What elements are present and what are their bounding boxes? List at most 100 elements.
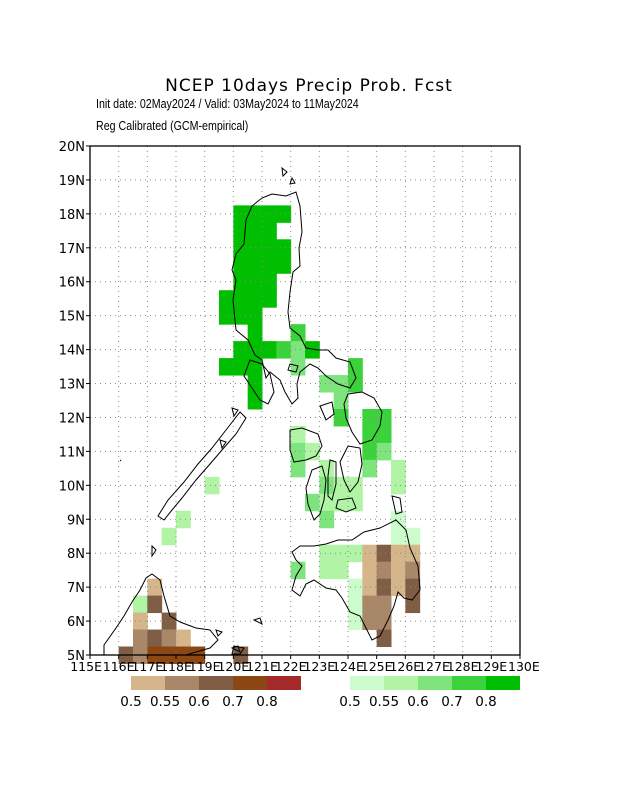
cell-above-normal xyxy=(204,476,220,495)
coastline-luzon xyxy=(231,191,357,405)
cell-below-normal xyxy=(376,612,392,631)
cell-above-normal xyxy=(233,290,249,308)
lat-label: 10N xyxy=(59,479,85,494)
cell-above-normal xyxy=(391,527,406,546)
lon-label: 117E xyxy=(131,659,163,674)
coastline-borneo xyxy=(103,573,219,656)
cell-above-normal xyxy=(391,476,406,495)
cell-above-normal xyxy=(333,375,349,393)
lat-label: 13N xyxy=(59,378,85,393)
cell-below-normal xyxy=(362,544,378,563)
lat-label: 9N xyxy=(67,513,85,528)
legend-above-normal-label: 0.7 xyxy=(441,694,462,710)
cell-below-normal xyxy=(376,561,392,580)
legend-above-normal-swatch xyxy=(486,676,520,690)
cell-above-normal xyxy=(262,256,277,274)
cell-below-normal xyxy=(362,595,378,614)
legend-above-normal-swatch xyxy=(350,676,384,690)
cell-above-normal xyxy=(319,375,335,393)
coastline-mindanao xyxy=(291,519,421,641)
cell-above-normal xyxy=(362,459,378,478)
legend-below-normal-swatch xyxy=(131,676,165,690)
cell-below-normal xyxy=(161,629,177,648)
cell-above-normal xyxy=(362,442,378,461)
cell-above-normal xyxy=(247,324,263,342)
cell-above-normal xyxy=(391,510,406,529)
cell-above-normal xyxy=(176,510,191,529)
legend-above-normal-swatch xyxy=(384,676,418,690)
cell-above-normal xyxy=(290,425,306,444)
lon-label: 124E xyxy=(332,659,364,674)
cell-above-normal xyxy=(391,459,406,478)
coastline-cebu xyxy=(327,459,337,501)
lat-label: 12N xyxy=(59,411,85,426)
lon-label: 127E xyxy=(418,659,450,674)
lon-label: 128E xyxy=(447,659,479,674)
cell-below-normal xyxy=(147,629,163,648)
cell-above-normal xyxy=(290,442,306,461)
cell-above-normal xyxy=(233,358,249,376)
cell-above-normal xyxy=(219,290,234,308)
color-legend: 0.5 0.55 0.6 0.7 0.8 0.5 0.55 0.6 0.7 0.8 xyxy=(120,676,520,710)
lat-label: 5N xyxy=(67,649,85,664)
lat-label: 19N xyxy=(59,174,85,189)
cell-above-normal xyxy=(247,392,263,410)
cell-below-normal xyxy=(147,578,163,597)
cell-above-normal xyxy=(405,527,421,546)
cell-above-normal xyxy=(319,459,335,478)
cell-below-normal xyxy=(405,595,421,614)
coastline-bohol xyxy=(335,497,357,513)
legend-below-normal-swatch xyxy=(199,676,233,690)
map-frame xyxy=(89,145,521,656)
cell-below-normal xyxy=(133,629,148,648)
cell-above-normal xyxy=(333,493,349,512)
lon-label: 118E xyxy=(160,659,192,674)
cell-above-normal xyxy=(219,358,234,376)
cell-above-normal xyxy=(276,239,292,257)
cell-above-normal xyxy=(333,408,349,427)
legend-below-normal-label: 0.8 xyxy=(256,694,277,710)
cell-above-normal xyxy=(319,510,335,529)
lon-label: 122E xyxy=(275,659,307,674)
cell-below-normal xyxy=(391,544,406,563)
longitude-labels: 115E 116E117E118E119E120E121E122E123E124E… xyxy=(70,655,540,674)
cell-above-normal xyxy=(262,239,277,257)
lon-label: 130E xyxy=(508,659,540,674)
cell-above-normal xyxy=(319,544,335,563)
cell-below-normal xyxy=(147,595,163,614)
cell-above-normal xyxy=(262,205,277,223)
legend-below-normal-label: 0.6 xyxy=(188,694,209,710)
cell-below-normal xyxy=(376,595,392,614)
legend-above-normal-label: 0.6 xyxy=(407,694,428,710)
cell-above-normal xyxy=(290,561,306,580)
legend-above-normal-swatch xyxy=(418,676,452,690)
lon-label: 126E xyxy=(389,659,421,674)
lon-label: 121E xyxy=(246,659,278,674)
cell-below-normal xyxy=(376,629,392,648)
cell-below-normal xyxy=(376,544,392,563)
coastline-mindoro xyxy=(243,359,275,405)
cell-above-normal xyxy=(333,561,349,580)
forecast-method: Reg Calibrated (GCM-empirical) xyxy=(96,118,249,133)
cell-above-normal xyxy=(319,476,335,495)
cell-above-normal xyxy=(247,290,263,308)
cell-above-normal xyxy=(319,561,335,580)
grid-lines xyxy=(90,146,520,655)
cell-below-normal xyxy=(376,578,392,597)
legend-above-normal-swatch xyxy=(452,676,486,690)
lat-label: 6N xyxy=(67,615,85,630)
cell-above-normal xyxy=(348,358,363,376)
coastline-panay xyxy=(289,427,323,463)
cell-below-normal xyxy=(405,561,421,580)
cell-below-normal xyxy=(161,612,177,631)
lat-label: 20N xyxy=(59,140,85,155)
cell-above-normal xyxy=(376,425,392,444)
legend-below-normal-swatch xyxy=(165,676,199,690)
cell-above-normal xyxy=(262,290,277,308)
cell-above-normal xyxy=(290,459,306,478)
cell-above-normal xyxy=(333,544,349,563)
cell-above-normal xyxy=(276,205,292,223)
lat-label: 8N xyxy=(67,547,85,562)
lon-label: 119E xyxy=(189,659,221,674)
